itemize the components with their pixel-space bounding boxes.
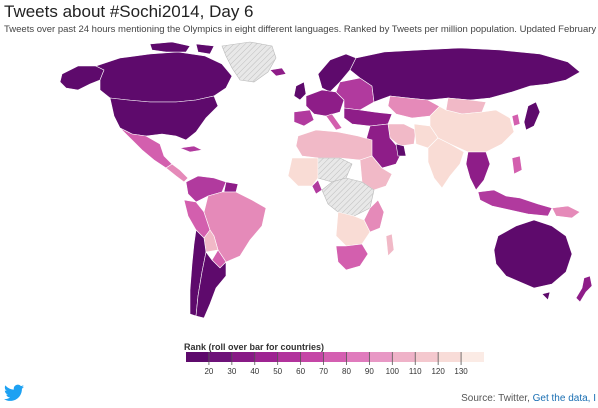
country-west-africa[interactable] [288, 158, 318, 186]
legend-tick-label: 20 [204, 367, 213, 376]
world-map[interactable] [0, 40, 598, 340]
source-text: Source: Twitter, [461, 393, 533, 404]
legend-bar[interactable] [255, 352, 278, 362]
country-north-africa[interactable] [296, 130, 372, 160]
legend-scale[interactable]: 20 30 40 50 60 70 80 90 100 110 120 130 [184, 352, 484, 382]
legend-tick-label: 40 [250, 367, 259, 376]
country-korea[interactable] [512, 114, 520, 126]
legend-bars [186, 352, 484, 362]
country-southern-central-africa[interactable] [336, 212, 370, 246]
country-new-zealand[interactable] [576, 276, 592, 302]
country-japan[interactable] [524, 102, 540, 130]
country-australia[interactable] [494, 220, 572, 288]
legend-bar[interactable] [415, 352, 438, 362]
legend: Rank (roll over bar for countries) 20 30 4… [184, 342, 484, 382]
legend-bar[interactable] [346, 352, 369, 362]
page-subtitle: Tweets over past 24 hours mentioning the… [4, 24, 598, 35]
legend-tick-label: 130 [454, 367, 468, 376]
legend-tick-label: 60 [296, 367, 305, 376]
legend-title: Rank (roll over bar for countries) [184, 342, 324, 352]
legend-tick-label: 90 [365, 367, 374, 376]
country-indochina[interactable] [466, 152, 490, 190]
twitter-bird-icon [4, 384, 24, 402]
country-malaysia-indonesia[interactable] [478, 190, 552, 216]
country-italy[interactable] [326, 114, 342, 130]
legend-bar[interactable] [324, 352, 347, 362]
source-note: Source: Twitter, Get the data, I [461, 393, 596, 404]
country-tasmania[interactable] [542, 292, 550, 300]
country-cuba[interactable] [180, 146, 202, 152]
legend-bar[interactable] [209, 352, 232, 362]
country-central-america[interactable] [166, 164, 188, 182]
legend-bar[interactable] [369, 352, 392, 362]
country-gulf-states[interactable] [396, 144, 406, 156]
get-data-link[interactable]: Get the data, I [533, 393, 596, 404]
legend-tick-label: 120 [431, 367, 445, 376]
country-philippines[interactable] [512, 156, 522, 174]
legend-tick-label: 100 [386, 367, 400, 376]
legend-bar[interactable] [232, 352, 255, 362]
country-iceland[interactable] [270, 68, 286, 76]
legend-tick-label: 70 [319, 367, 328, 376]
country-south-africa[interactable] [336, 244, 368, 270]
country-uk[interactable] [294, 82, 306, 100]
legend-bar[interactable] [392, 352, 415, 362]
country-guyana-region[interactable] [224, 182, 238, 192]
legend-bar[interactable] [301, 352, 324, 362]
country-canada-islands[interactable] [150, 42, 214, 54]
country-brazil[interactable] [204, 192, 266, 262]
country-alaska[interactable] [60, 66, 104, 90]
country-spain[interactable] [294, 110, 314, 126]
legend-bar[interactable] [278, 352, 301, 362]
country-madagascar[interactable] [386, 234, 394, 256]
country-papua[interactable] [552, 206, 580, 218]
legend-bar[interactable] [186, 352, 209, 362]
legend-bar[interactable] [461, 352, 484, 362]
page-title: Tweets about #Sochi2014, Day 6 [4, 2, 254, 22]
legend-tick-label: 50 [273, 367, 282, 376]
country-balkans-turkey[interactable] [344, 108, 392, 126]
legend-tick-label: 30 [227, 367, 236, 376]
country-canada[interactable] [96, 52, 232, 102]
country-russia[interactable] [350, 48, 580, 102]
legend-bar[interactable] [438, 352, 461, 362]
legend-tick-label: 80 [342, 367, 351, 376]
legend-tick-label: 110 [409, 367, 422, 376]
